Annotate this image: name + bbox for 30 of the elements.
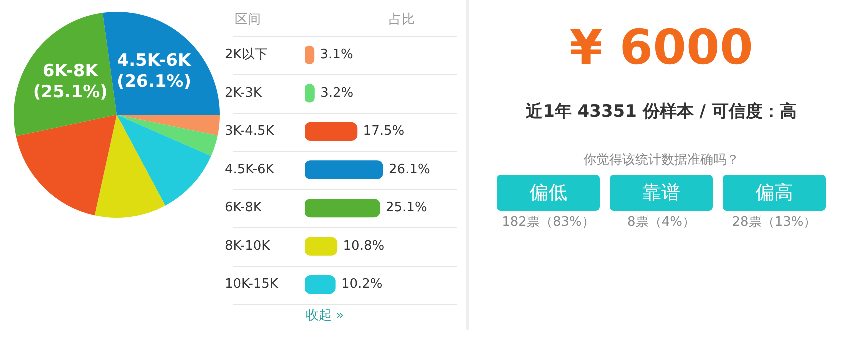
data-label: 10.2% bbox=[341, 277, 383, 292]
text: 靠谱 bbox=[610, 175, 713, 211]
data-label: 3.2% bbox=[320, 86, 354, 101]
y-tick-label: 8K-10K bbox=[225, 238, 271, 254]
data-label: (25.1%) bbox=[33, 82, 108, 102]
text: 偏高 bbox=[723, 175, 826, 211]
text: 8票（4%） bbox=[626, 214, 696, 231]
y-axis-title: 区间 bbox=[235, 12, 261, 28]
text: 182票（83%） bbox=[501, 214, 596, 231]
data-label: (26.1%) bbox=[116, 72, 192, 92]
slice-label: 4.5K-6K bbox=[117, 51, 192, 72]
y-tick-label: 2K以下 bbox=[225, 48, 268, 63]
y-tick-label: 4.5K-6K bbox=[225, 162, 275, 178]
slice-label: 6K-8K bbox=[42, 61, 100, 82]
data-label: 26.1% bbox=[389, 162, 430, 178]
text: 28票（13%） bbox=[731, 214, 818, 231]
x-axis-title: 占比 bbox=[389, 12, 415, 28]
y-tick-label: 2K-3K bbox=[225, 86, 262, 101]
text: 你觉得该统计数据准确吗？ bbox=[582, 152, 740, 169]
data-label: 3.1% bbox=[320, 48, 354, 63]
data-label: 10.8% bbox=[343, 238, 385, 254]
text: 收起 » bbox=[306, 308, 344, 324]
data-label: 17.5% bbox=[363, 124, 405, 140]
y-tick-label: 10K-15K bbox=[225, 277, 279, 292]
text: ¥ 6000 bbox=[568, 19, 754, 78]
data-label: 25.1% bbox=[386, 200, 428, 216]
y-tick-label: 3K-4.5K bbox=[225, 124, 275, 140]
text: 偏低 bbox=[497, 175, 600, 211]
y-tick-label: 6K-8K bbox=[225, 200, 262, 216]
text: 近1年 43351 份样本 / 可信度：高 bbox=[525, 101, 798, 123]
